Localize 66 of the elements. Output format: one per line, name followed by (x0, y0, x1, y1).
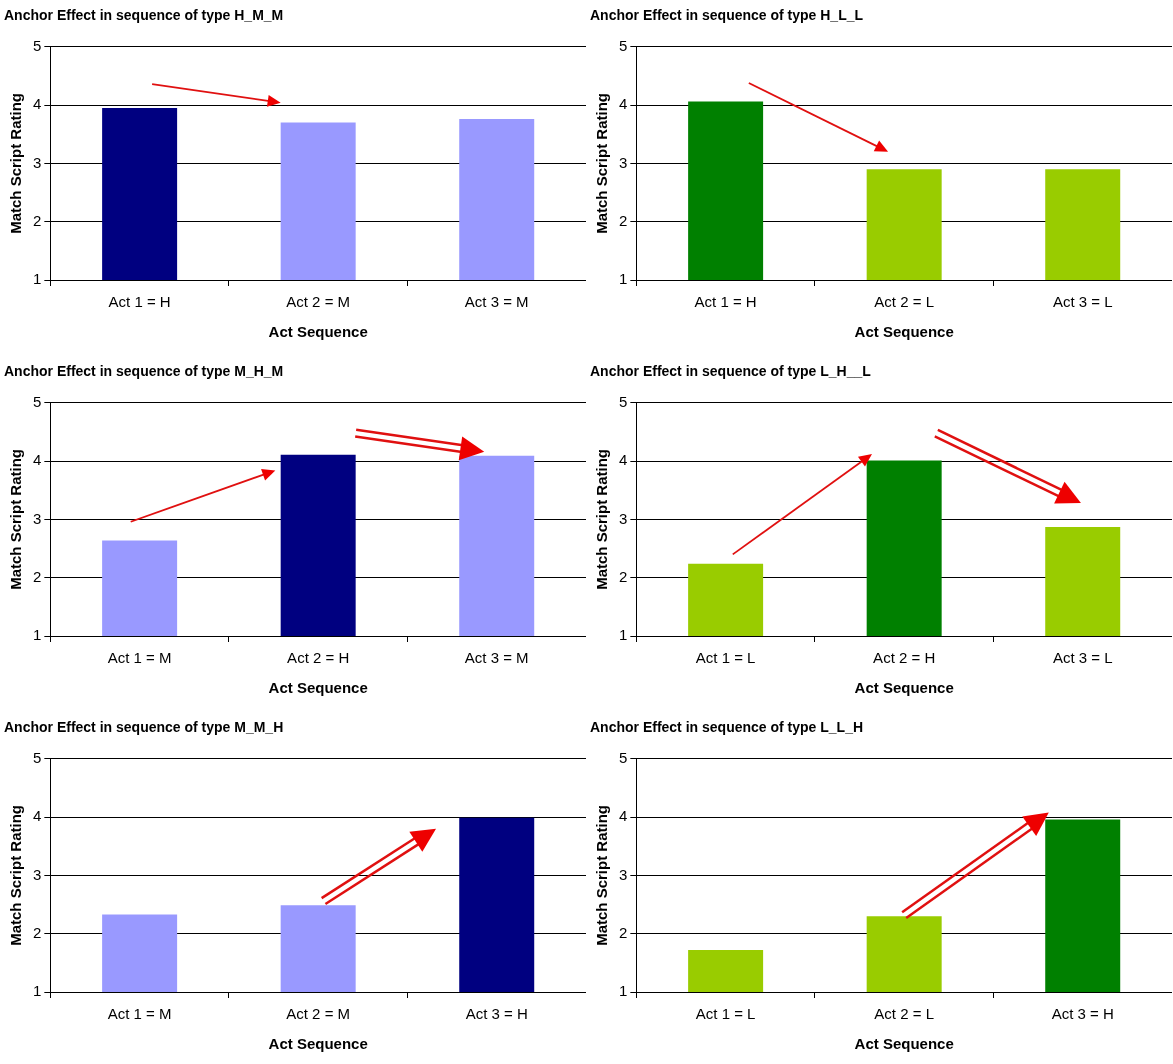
x-axis-title: Act Sequence (268, 323, 368, 341)
y-tick-label: 5 (33, 392, 42, 410)
y-tick-label: 4 (33, 451, 42, 469)
chart-title: Anchor Effect in sequence of type H_M_M (4, 7, 284, 24)
y-tick-label: 3 (619, 153, 628, 171)
y-axis-title: Match Script Rating (593, 448, 611, 590)
y-tick-label: 1 (33, 982, 42, 1000)
y-tick-label: 1 (619, 982, 628, 1000)
y-tick-label: 2 (33, 567, 42, 585)
x-axis-title: Act Sequence (854, 323, 954, 341)
x-tick-label: Act 2 = L (874, 293, 934, 311)
chart-title: Anchor Effect in sequence of type L_L_H (590, 719, 864, 736)
y-tick-label: 3 (619, 865, 628, 883)
x-axis-title: Act Sequence (854, 679, 954, 697)
x-tick-label: Act 3 = M (464, 293, 529, 311)
x-tick-label: Act 3 = L (1052, 293, 1113, 311)
x-axis-title: Act Sequence (854, 1035, 954, 1053)
y-tick-label: 3 (619, 509, 628, 527)
y-tick-label: 4 (619, 451, 628, 469)
y-axis-title: Match Script Rating (593, 804, 611, 946)
x-axis-title: Act Sequence (268, 1035, 368, 1053)
y-axis-title: Match Script Rating (593, 92, 611, 234)
y-tick-label: 1 (619, 626, 628, 644)
x-tick-label: Act 2 = M (286, 1005, 351, 1023)
y-tick-label: 5 (619, 36, 628, 54)
y-axis-title: Match Script Rating (7, 92, 25, 234)
y-tick-label: 2 (33, 211, 42, 229)
x-tick-label: Act 1 = L (695, 1005, 756, 1023)
y-axis-title: Match Script Rating (7, 804, 25, 946)
chart-title: Anchor Effect in sequence of type L_H__L (590, 363, 872, 380)
chart-title: Anchor Effect in sequence of type M_H_M (4, 363, 284, 380)
y-tick-label: 3 (33, 153, 42, 171)
y-tick-label: 3 (33, 509, 42, 527)
y-tick-label: 4 (33, 807, 42, 825)
y-tick-label: 2 (619, 211, 628, 229)
y-tick-label: 4 (619, 807, 628, 825)
y-tick-label: 2 (33, 923, 42, 941)
y-tick-label: 2 (619, 567, 628, 585)
x-tick-label: Act 2 = H (287, 649, 350, 667)
y-tick-label: 4 (33, 95, 42, 113)
x-tick-label: Act 3 = H (1051, 1005, 1114, 1023)
chart-title: Anchor Effect in sequence of type H_L_L (590, 7, 864, 24)
y-tick-label: 5 (33, 36, 42, 54)
x-tick-label: Act 3 = L (1052, 649, 1113, 667)
y-tick-label: 1 (33, 270, 42, 288)
x-tick-label: Act 1 = H (694, 293, 757, 311)
x-tick-label: Act 1 = H (108, 293, 171, 311)
y-tick-label: 1 (33, 626, 42, 644)
x-axis-title: Act Sequence (268, 679, 368, 697)
y-tick-label: 1 (619, 270, 628, 288)
y-tick-label: 5 (33, 748, 42, 766)
x-tick-label: Act 3 = M (464, 649, 529, 667)
x-tick-label: Act 2 = M (286, 293, 351, 311)
y-tick-label: 5 (619, 392, 628, 410)
chart-title: Anchor Effect in sequence of type M_M_H (4, 719, 284, 736)
y-tick-label: 5 (619, 748, 628, 766)
x-tick-label: Act 1 = M (107, 1005, 172, 1023)
x-tick-label: Act 2 = L (874, 1005, 934, 1023)
x-tick-label: Act 1 = M (107, 649, 172, 667)
x-tick-label: Act 2 = H (873, 649, 936, 667)
x-tick-label: Act 1 = L (695, 649, 756, 667)
y-tick-label: 4 (619, 95, 628, 113)
y-tick-label: 2 (619, 923, 628, 941)
y-tick-label: 3 (33, 865, 42, 883)
y-axis-title: Match Script Rating (7, 448, 25, 590)
x-tick-label: Act 3 = H (465, 1005, 528, 1023)
